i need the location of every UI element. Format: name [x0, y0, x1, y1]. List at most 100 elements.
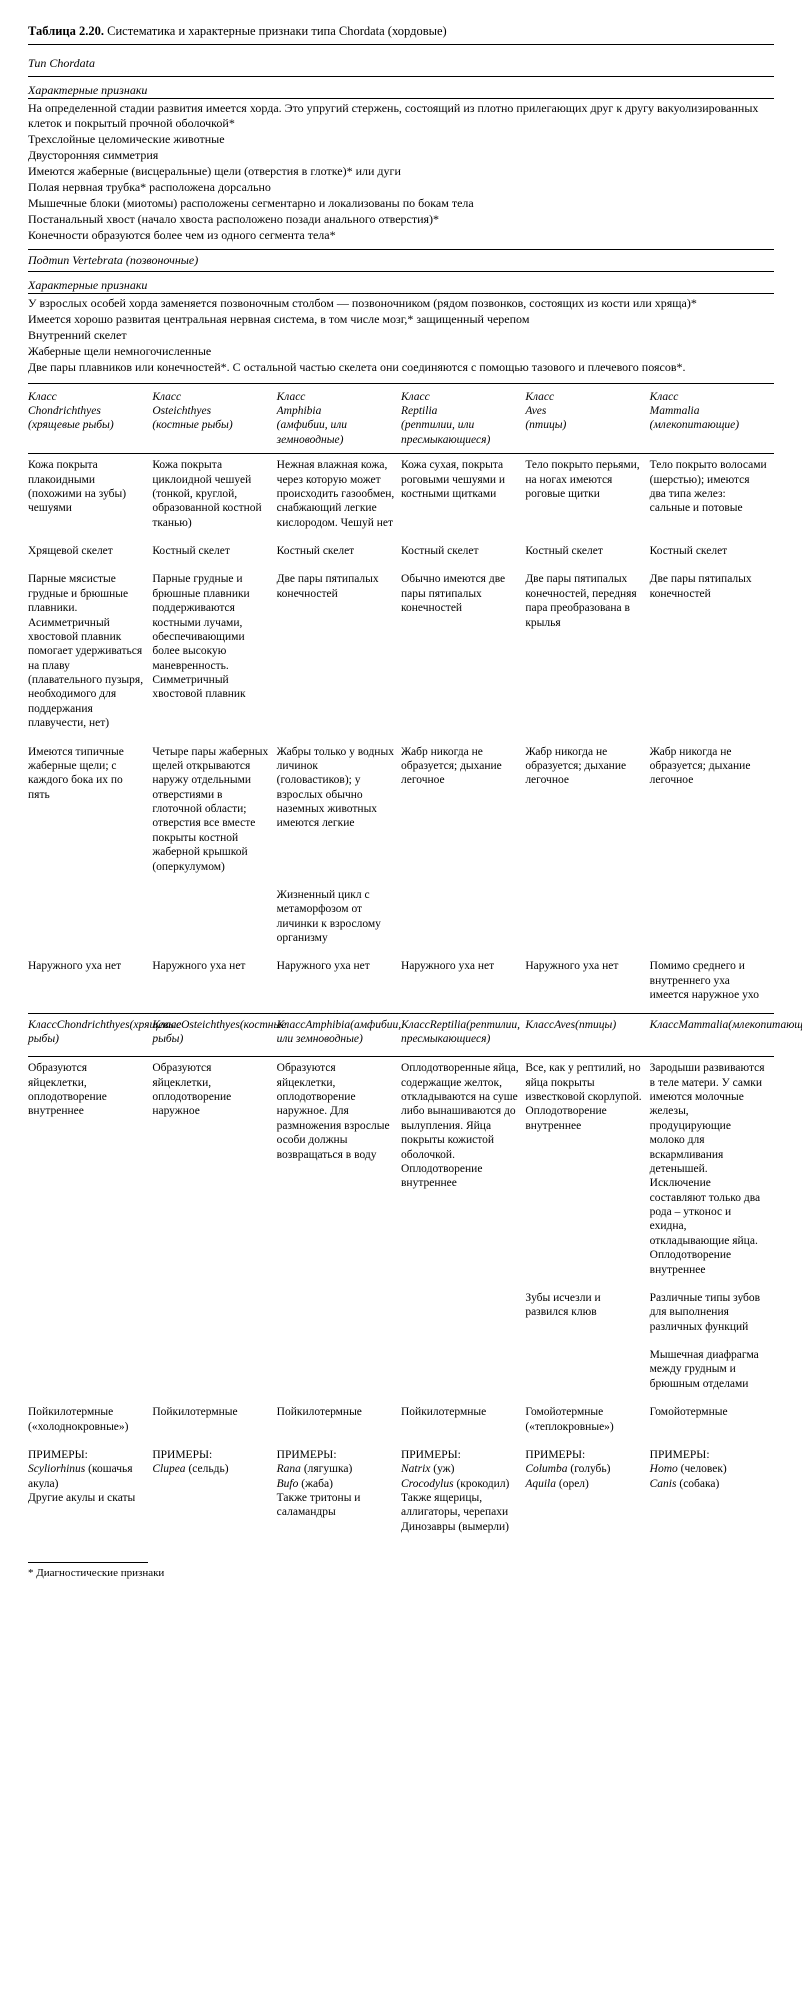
table-cell: Две пары пятипалых конечностей — [277, 568, 401, 740]
table-cell: Парные грудные и брюшные плавники поддер… — [152, 568, 276, 740]
table-row: Парные мясистые грудные и брюшные плавни… — [28, 568, 774, 740]
table-row: Хрящевой скелетКостный скелетКостный ске… — [28, 540, 774, 568]
table-cell: Парные мясистые грудные и брюшные плавни… — [28, 568, 152, 740]
trait-line: Двусторонняя симметрия — [28, 148, 774, 163]
table-cell: Образуются яйцеклетки, оплодотворение на… — [152, 1057, 276, 1287]
table-cell: Тело покрыто волосами (шерстью); имеются… — [650, 454, 774, 540]
class-header: КлассOsteichthyes(костные рыбы) — [152, 383, 276, 454]
trait-line: Имеются жаберные (висцеральные) щели (от… — [28, 164, 774, 179]
table-cell: Жабры только у водных личинок (головасти… — [277, 741, 401, 884]
examples-label: ПРИМЕРЫ: — [650, 1448, 768, 1462]
table-cell: Нежная влажная кожа, через которую может… — [277, 454, 401, 540]
table-cell — [401, 884, 525, 956]
table-cell: Наружного уха нет — [152, 955, 276, 1013]
table-cell: Гомойотермные — [650, 1401, 774, 1444]
table-cell: Образуются яйцеклетки, оплодотворение на… — [277, 1057, 401, 1287]
table-row: Зубы исчезли и развился клювРазличные ти… — [28, 1287, 774, 1344]
class-header: КлассChondrichthyes(хрящевые рыбы) — [28, 383, 152, 454]
table-cell: Пойкилотермные («холоднокровные») — [28, 1401, 152, 1444]
examples-body: Natrix (уж)Crocodylus (крокодил)Также ящ… — [401, 1463, 509, 1533]
table-cell: Пойкилотермные — [277, 1401, 401, 1444]
table-cell: Различные типы зубов для выполнения разл… — [650, 1287, 774, 1344]
table-cell — [28, 1344, 152, 1401]
trait-line: Две пары плавников или конечностей*. С о… — [28, 360, 774, 375]
traits-heading-2: Характерные признаки — [28, 276, 774, 294]
table-cell — [277, 1287, 401, 1344]
table-cell: Пойкилотермные — [152, 1401, 276, 1444]
traits-heading: Характерные признаки — [28, 81, 774, 99]
table-cell — [525, 884, 649, 956]
trait-line: У взрослых особей хорда заменяется позво… — [28, 296, 774, 311]
class-header: КлассMammalia(млекопитающие) — [650, 1013, 774, 1057]
phylum-traits: На определенной стадии развития имеется … — [28, 101, 774, 243]
trait-line: Трехслойные целомические животные — [28, 132, 774, 147]
table-cell: Жабр никогда не образуется; дыхание лего… — [650, 741, 774, 884]
comparison-table: КлассChondrichthyes(хрящевые рыбы)КлассO… — [28, 383, 774, 1545]
table-row: Мышечная диафрагма между грудным и брюшн… — [28, 1344, 774, 1401]
table-cell: Кожа покрыта плакоидными (похожими на зу… — [28, 454, 152, 540]
examples-body: Scyliorhinus (кошачья акула)Другие акулы… — [28, 1463, 135, 1504]
trait-line: Имеется хорошо развитая центральная нерв… — [28, 312, 774, 327]
table-cell: Зародыши развиваются в теле матери. У са… — [650, 1057, 774, 1287]
table-row: Образуются яйцеклетки, оплодотворение вн… — [28, 1057, 774, 1287]
class-header: КлассOsteichthyes(костные рыбы) — [152, 1013, 276, 1057]
table-cell: Хрящевой скелет — [28, 540, 152, 568]
class-header-row-2: КлассChondrichthyes(хрящевые рыбы)КлассO… — [28, 1013, 774, 1057]
table-cell: Наружного уха нет — [28, 955, 152, 1013]
table-cell: Зубы исчезли и развился клюв — [525, 1287, 649, 1344]
table-cell — [28, 884, 152, 956]
trait-line: На определенной стадии развития имеется … — [28, 101, 774, 131]
footnote-separator — [28, 1562, 148, 1563]
subphylum-heading: Подтип Vertebrata (позвоночные) — [28, 249, 774, 272]
table-row: Кожа покрыта плакоидными (похожими на зу… — [28, 454, 774, 540]
table-row: Наружного уха нетНаружного уха нетНаружн… — [28, 955, 774, 1013]
table-cell — [277, 1344, 401, 1401]
trait-line: Мышечные блоки (миотомы) расположены сег… — [28, 196, 774, 211]
table-cell: Наружного уха нет — [401, 955, 525, 1013]
table-cell: Жизненный цикл с метаморфозом от личинки… — [277, 884, 401, 956]
examples-cell: ПРИМЕРЫ:Columba (голубь)Aquila (орел) — [525, 1444, 649, 1544]
examples-cell: ПРИМЕРЫ:Homo (человек)Canis (собака) — [650, 1444, 774, 1544]
examples-row: ПРИМЕРЫ:Scyliorhinus (кошачья акула)Друг… — [28, 1444, 774, 1544]
table-cell: Кожа сухая, покрыта роговыми чешуями и к… — [401, 454, 525, 540]
table-cell — [401, 1287, 525, 1344]
examples-body: Clupea (сельдь) — [152, 1463, 228, 1475]
table-cell — [650, 884, 774, 956]
table-cell: Тело покрыто перьями, на ногах имеются р… — [525, 454, 649, 540]
title-number: Таблица 2.20. — [28, 24, 104, 38]
table-cell: Помимо среднего и внутреннего уха имеетс… — [650, 955, 774, 1013]
class-header: КлассAves(птицы) — [525, 1013, 649, 1057]
examples-label: ПРИМЕРЫ: — [152, 1448, 270, 1462]
class-header: КлассMammalia(млекопитающие) — [650, 383, 774, 454]
trait-line: Постанальный хвост (начало хвоста распол… — [28, 212, 774, 227]
examples-label: ПРИМЕРЫ: — [28, 1448, 146, 1462]
examples-label: ПРИМЕРЫ: — [401, 1448, 519, 1462]
examples-cell: ПРИМЕРЫ:Scyliorhinus (кошачья акула)Друг… — [28, 1444, 152, 1544]
examples-cell: ПРИМЕРЫ:Natrix (уж)Crocodylus (крокодил)… — [401, 1444, 525, 1544]
class-header: КлассReptilia(рептилии, пресмыкающиеся) — [401, 1013, 525, 1057]
examples-cell: ПРИМЕРЫ:Clupea (сельдь) — [152, 1444, 276, 1544]
table-cell: Все, как у рептилий, но яйца покрыты изв… — [525, 1057, 649, 1287]
examples-body: Rana (лягушка)Bufo (жаба)Также тритоны и… — [277, 1463, 361, 1518]
table-cell — [152, 884, 276, 956]
class-header: КлассAmphibia(амфибии, или земноводные) — [277, 1013, 401, 1057]
table-cell: Четыре пары жаберных щелей открываются н… — [152, 741, 276, 884]
table-row: Пойкилотермные («холоднокровные»)Пойкило… — [28, 1401, 774, 1444]
table-cell: Костный скелет — [152, 540, 276, 568]
examples-body: Columba (голубь)Aquila (орел) — [525, 1463, 610, 1489]
table-cell: Имеются типичные жаберные щели; с каждог… — [28, 741, 152, 884]
trait-line: Внутренний скелет — [28, 328, 774, 343]
table-cell — [152, 1344, 276, 1401]
table-cell: Жабр никогда не образуется; дыхание лего… — [401, 741, 525, 884]
table-cell — [525, 1344, 649, 1401]
table-cell: Образуются яйцеклетки, оплодотворение вн… — [28, 1057, 152, 1287]
class-header: КлассReptilia(рептилии, или пресмыкающие… — [401, 383, 525, 454]
table-cell: Наружного уха нет — [277, 955, 401, 1013]
table-row: Жизненный цикл с метаморфозом от личинки… — [28, 884, 774, 956]
trait-line: Конечности образуются более чем из одног… — [28, 228, 774, 243]
trait-line: Полая нервная трубка* расположена дорсал… — [28, 180, 774, 195]
table-cell: Две пары пятипалых конечностей, передняя… — [525, 568, 649, 740]
class-header: КлассAmphibia(амфибии, или земноводные) — [277, 383, 401, 454]
table-cell: Наружного уха нет — [525, 955, 649, 1013]
trait-line: Жаберные щели немногочисленные — [28, 344, 774, 359]
